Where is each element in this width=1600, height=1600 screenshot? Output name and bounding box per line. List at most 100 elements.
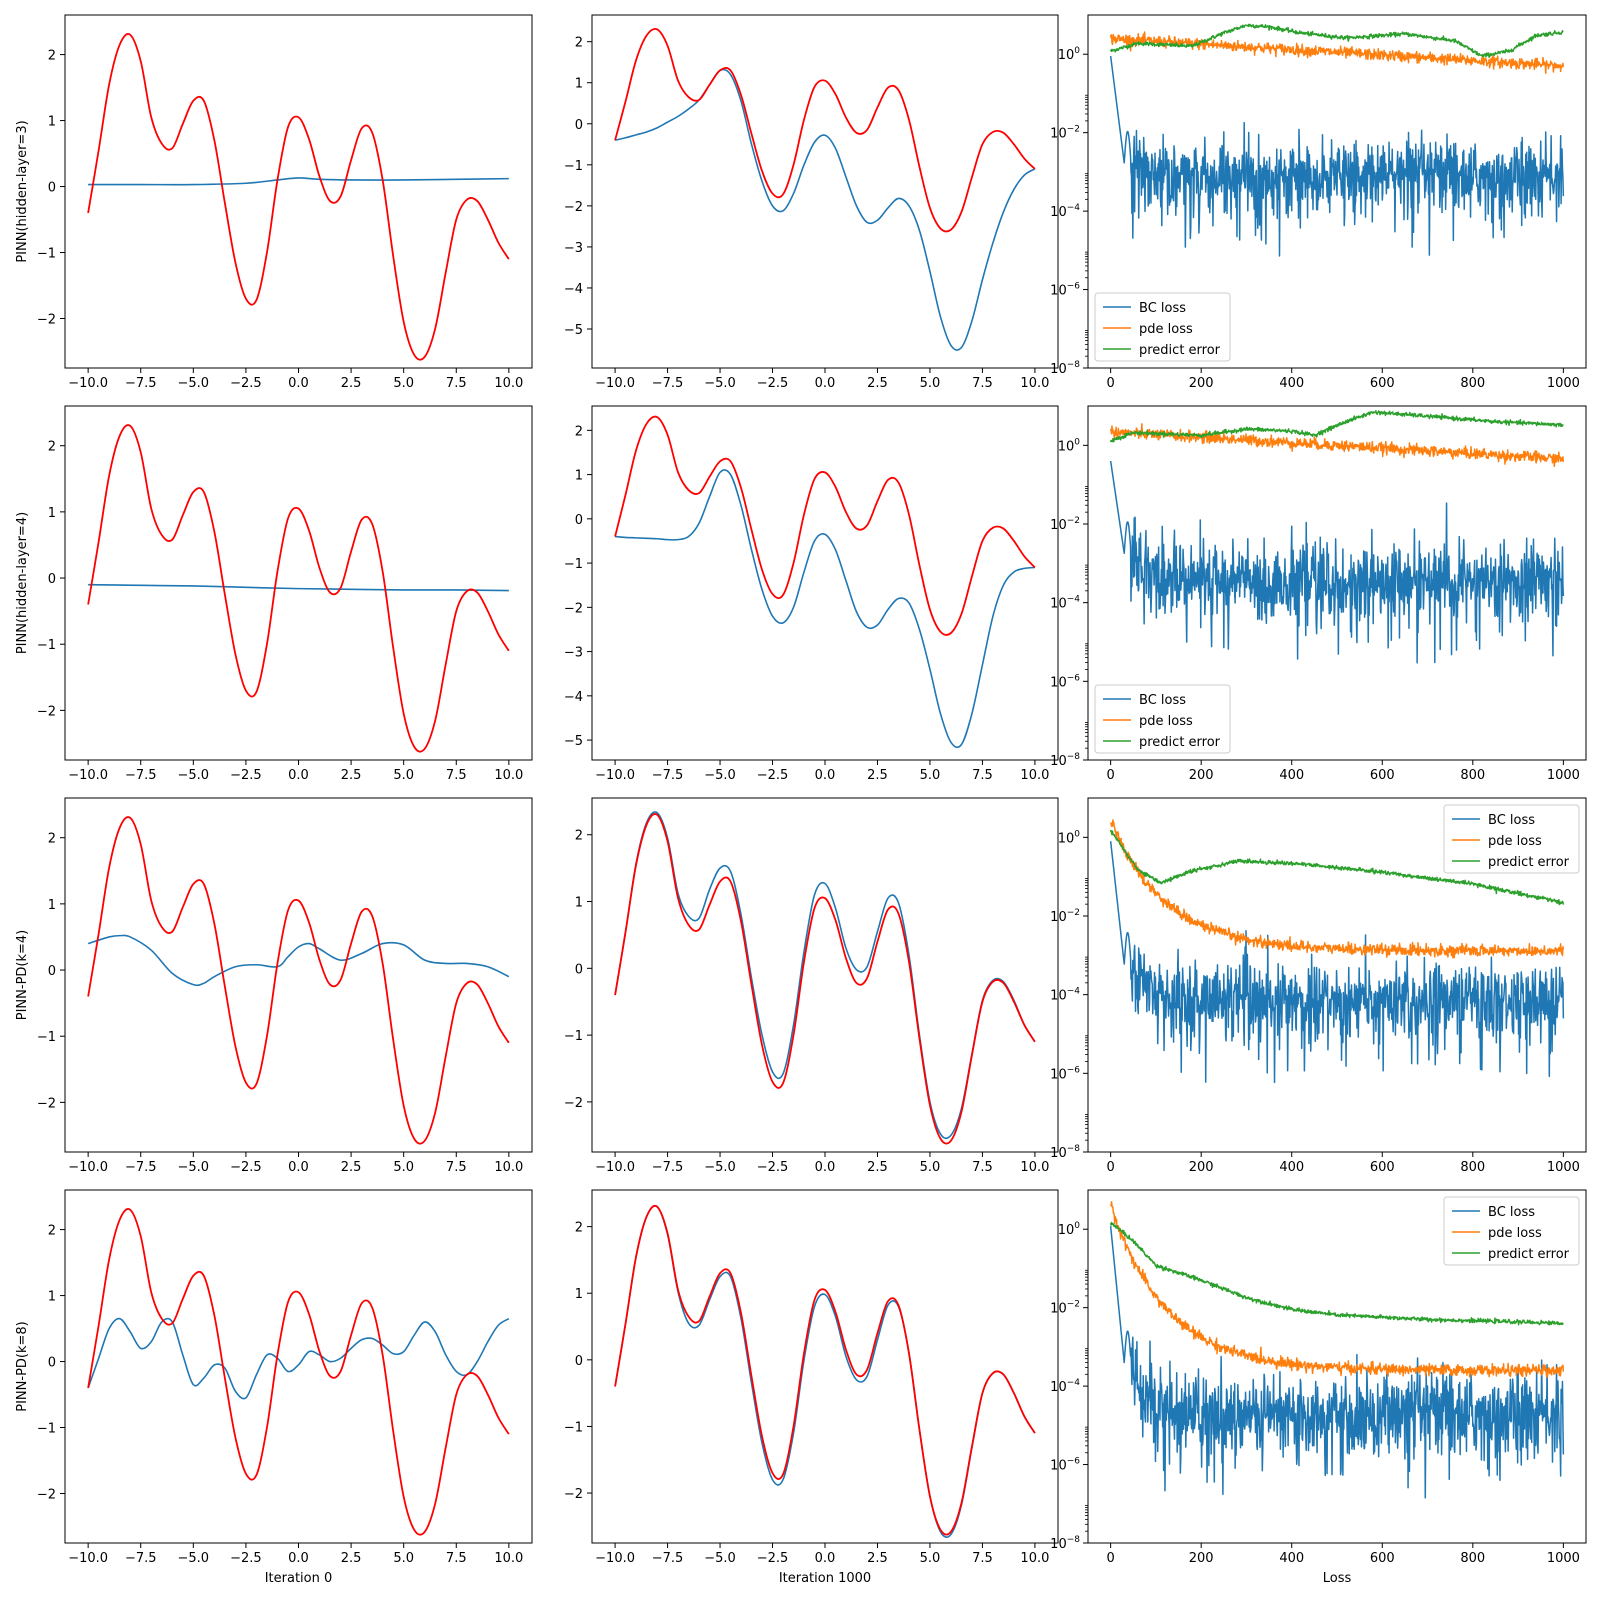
y-tick-label: 0	[575, 1354, 583, 1369]
x-tick-label: −2.5	[757, 1551, 789, 1566]
y-tick-base: 10	[1050, 284, 1067, 299]
y-tick-label: 100	[1058, 1221, 1081, 1238]
solution-lines	[87, 1208, 510, 1536]
bc-loss-line	[1109, 460, 1565, 664]
x-tick-label: 10.0	[1020, 376, 1049, 391]
predict-error-line	[1109, 23, 1564, 59]
y-tick-base: 10	[1050, 127, 1067, 142]
x-tick-label: −5.0	[704, 1551, 736, 1566]
axes-frame	[64, 14, 533, 369]
x-tick-label: 5.0	[393, 768, 414, 783]
y-tick-exponent: −8	[1067, 752, 1081, 762]
x-tick-label: −5.0	[178, 768, 210, 783]
y-tick-label: 10−6	[1050, 1065, 1080, 1082]
legend: BC loss pde loss predict error	[1443, 1196, 1580, 1266]
y-tick-exponent: 0	[1074, 1221, 1080, 1231]
loss-lines	[1109, 410, 1565, 664]
x-tick-label: 400	[1279, 768, 1304, 783]
prediction-line	[614, 811, 1036, 1140]
y-tick-label: 1	[575, 469, 583, 484]
x-tick-label: 0.0	[815, 1551, 836, 1566]
exact-solution-line	[87, 424, 510, 753]
x-tick-label: −7.5	[125, 1551, 157, 1566]
x-tick-label: 1000	[1547, 376, 1580, 391]
y-tick-label: 10−6	[1050, 1457, 1080, 1474]
x-tick-label: −5.0	[704, 1160, 736, 1175]
y-tick-base: 10	[1050, 910, 1067, 925]
x-tick-label: 400	[1279, 1551, 1304, 1566]
y-tick-label: 2	[48, 1224, 56, 1239]
y-tick-label: −3	[564, 241, 583, 256]
legend-label: BC loss	[1139, 301, 1186, 316]
axes-frame	[64, 1189, 533, 1544]
y-tick-label: −1	[37, 1030, 56, 1045]
y-tick-label: −4	[564, 690, 583, 705]
x-tick-label: −7.5	[652, 1551, 684, 1566]
y-tick-label: 0	[575, 118, 583, 133]
x-tick-label: 800	[1460, 376, 1485, 391]
y-tick-label: −1	[564, 159, 583, 174]
x-tick-label: 600	[1370, 1551, 1395, 1566]
y-tick-label: −2	[37, 1488, 56, 1503]
x-tick-label: 400	[1279, 376, 1304, 391]
x-tick-label: −2.5	[757, 1160, 789, 1175]
legend: BC loss pde loss predict error	[1094, 292, 1231, 362]
x-tick-label: 7.5	[446, 376, 467, 391]
x-tick-label: 10.0	[494, 768, 523, 783]
solution-lines	[614, 811, 1036, 1145]
y-tick-label: 10−6	[1050, 282, 1080, 299]
subplot-r3-c1: −10.0 −7.5 −5.0 −2.5 0.0 2.5 5.0 7.5 10.0 −2 −1 0 1 2	[564, 1189, 1059, 1566]
solution-lines	[87, 816, 510, 1145]
y-tick-label: 2	[575, 829, 583, 844]
axes-frame	[1087, 405, 1587, 761]
solution-lines	[87, 33, 510, 361]
y-tick-base: 10	[1050, 518, 1067, 533]
legend-label: BC loss	[1139, 693, 1186, 708]
y-tick-label: 0	[48, 964, 56, 979]
x-tick-label: 200	[1189, 376, 1214, 391]
x-tick-label: −5.0	[178, 1160, 210, 1175]
x-tick-label: 800	[1460, 1160, 1485, 1175]
x-tick-label: 5.0	[393, 1160, 414, 1175]
row-ylabel: PINN-PD(k=4)	[15, 930, 30, 1021]
predict-error-line	[1109, 410, 1564, 443]
y-tick-label: −2	[37, 313, 56, 328]
legend-label: pde loss	[1488, 834, 1542, 849]
y-tick-base: 10	[1050, 989, 1067, 1004]
x-tick-label: 0.0	[288, 1551, 309, 1566]
predict-error-line	[1109, 829, 1565, 906]
y-tick-label: −2	[564, 601, 583, 616]
solution-lines	[614, 27, 1036, 351]
x-tick-label: 1000	[1547, 1160, 1580, 1175]
x-tick-label: 2.5	[867, 768, 888, 783]
y-tick-label: 2	[575, 424, 583, 439]
loss-lines	[1109, 1201, 1565, 1499]
y-tick-base: 10	[1058, 831, 1075, 846]
y-tick-exponent: −2	[1067, 516, 1080, 526]
axes-frame	[64, 797, 533, 1153]
y-tick-exponent: −8	[1067, 1535, 1081, 1545]
y-tick-exponent: −6	[1067, 1457, 1081, 1467]
y-tick-label: −1	[37, 247, 56, 262]
x-tick-label: −5.0	[704, 768, 736, 783]
y-tick-label: 2	[48, 440, 56, 455]
axes-frame	[1087, 797, 1587, 1153]
x-tick-label: 10.0	[1020, 1160, 1049, 1175]
prediction-line	[615, 469, 1035, 749]
x-tick-label: 1000	[1547, 1551, 1580, 1566]
x-tick-label: −2.5	[230, 1551, 262, 1566]
loss-lines	[1109, 23, 1565, 257]
y-tick-label: −2	[564, 1487, 583, 1502]
y-tick-base: 10	[1050, 205, 1067, 220]
y-tick-exponent: −8	[1067, 1144, 1081, 1154]
x-tick-label: 10.0	[494, 376, 523, 391]
pde-loss-line	[1109, 819, 1565, 959]
y-tick-label: 10−8	[1050, 752, 1080, 769]
x-tick-label: 0	[1106, 1160, 1114, 1175]
x-tick-label: 7.5	[972, 1160, 993, 1175]
prediction-line	[88, 177, 509, 186]
subplot-r2-c1: −10.0 −7.5 −5.0 −2.5 0.0 2.5 5.0 7.5 10.0 −2 −1 0 1 2	[564, 797, 1059, 1175]
exact-solution-line	[614, 1204, 1036, 1536]
y-tick-exponent: 0	[1074, 46, 1080, 56]
y-tick-exponent: −2	[1067, 908, 1080, 918]
